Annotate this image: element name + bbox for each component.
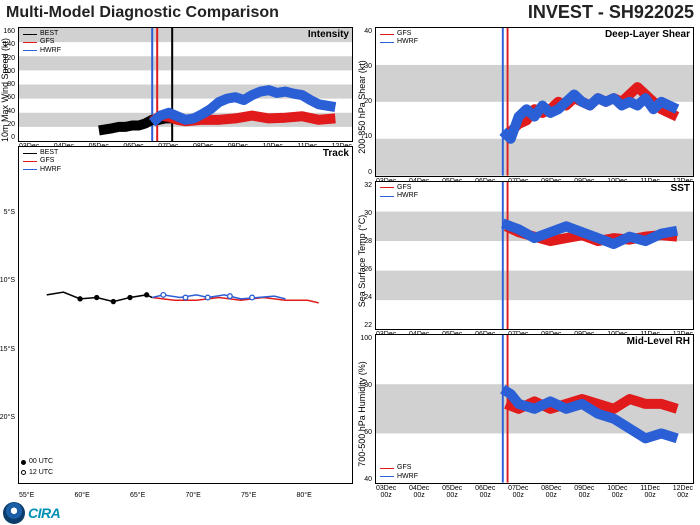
panel-title: SST xyxy=(671,183,690,194)
panel-rh: Mid-Level RH700-500 hPa Humidity (%)1008… xyxy=(375,334,694,484)
legend: GFSHWRF xyxy=(378,29,420,48)
panel-title: Deep-Layer Shear xyxy=(605,29,690,40)
cira-logo: CIRA xyxy=(28,505,60,521)
page-title-left: Multi-Model Diagnostic Comparison xyxy=(6,4,279,22)
page-title-right: INVEST - SH922025 xyxy=(528,2,694,23)
panel-title: Intensity xyxy=(308,29,349,40)
panel-sst: SSTSea Surface Temp (°C)32302826242203De… xyxy=(375,181,694,331)
legend: GFSHWRF xyxy=(378,463,420,482)
panel-track: Track55°E60°E65°E70°E75°E80°E5°S10°S15°S… xyxy=(18,146,353,484)
noaa-icon xyxy=(3,502,25,524)
panel-title: Track xyxy=(323,148,349,159)
panel-intensity: Intensity10m Max Wind Speed (kt)16014012… xyxy=(18,27,353,142)
footer-logo: CIRA xyxy=(3,502,60,524)
y-ticks: 100806040 xyxy=(360,335,372,483)
y-ticks: 403020100 xyxy=(364,28,372,176)
panel-title: Mid-Level RH xyxy=(627,336,690,347)
legend: BESTGFSHWRF xyxy=(21,29,63,56)
y-ticks: 160140120100806040200 xyxy=(3,28,15,141)
x-ticks: 55°E60°E65°E70°E75°E80°E xyxy=(19,492,352,499)
y-ticks: 5°S10°S15°S20°S xyxy=(0,147,15,483)
utc-legend: 00 UTC12 UTC xyxy=(21,458,53,477)
x-ticks: 03Dec 00z04Dec 00z05Dec 00z06Dec 00z07De… xyxy=(376,485,693,499)
y-ticks: 323028262422 xyxy=(364,182,372,330)
panel-shear: Deep-Layer Shear200-850 hPa Shear (kt)40… xyxy=(375,27,694,177)
legend: BESTGFSHWRF xyxy=(21,148,63,175)
legend: GFSHWRF xyxy=(378,183,420,202)
